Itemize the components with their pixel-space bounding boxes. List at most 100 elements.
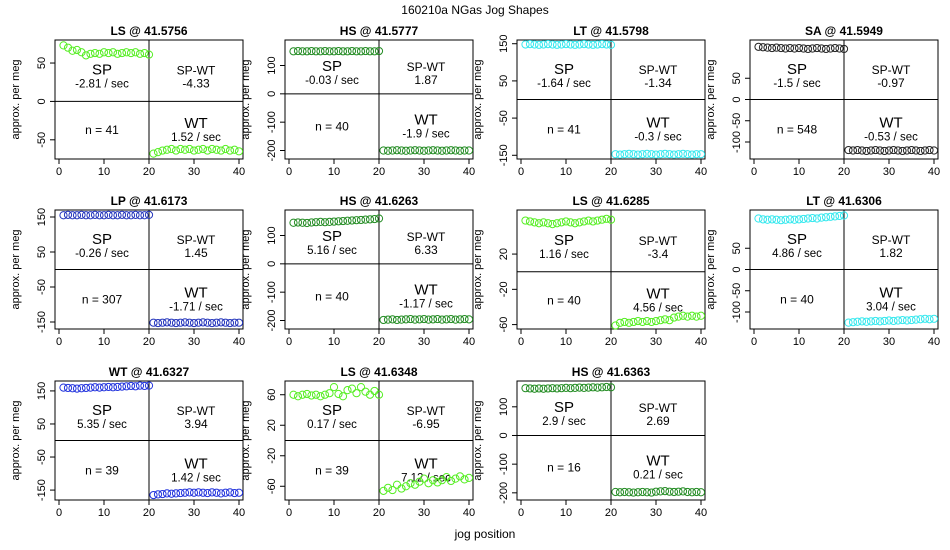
data-point — [611, 487, 620, 497]
data-point — [889, 316, 898, 326]
y-tick-label: 150 — [36, 382, 48, 400]
x-tick-label: 20 — [143, 507, 155, 519]
data-point — [575, 383, 584, 392]
y-axis-label: approx. per meg — [240, 229, 252, 309]
n-count: n = 548 — [777, 122, 818, 136]
data-point — [113, 49, 122, 58]
x-tick-label: 10 — [560, 166, 572, 178]
data-point — [455, 146, 465, 155]
data-point — [539, 218, 548, 227]
data-point — [817, 213, 826, 222]
data-point — [629, 488, 638, 497]
x-tick-label: 10 — [98, 507, 110, 519]
data-point — [925, 145, 934, 155]
data-point — [790, 215, 799, 224]
wt-rate: 1.52 / sec — [171, 132, 221, 144]
sp-rate: 2.9 / sec — [542, 416, 586, 428]
data-point — [95, 49, 104, 58]
y-tick-label: -50 — [36, 449, 48, 465]
data-point — [167, 318, 176, 327]
data-point — [329, 217, 339, 226]
data-point — [212, 488, 221, 497]
data-point — [149, 149, 158, 158]
x-tick-label: 0 — [56, 336, 62, 348]
data-point — [902, 316, 912, 325]
data-point — [651, 487, 661, 496]
x-tick-label: 20 — [373, 336, 385, 348]
data-point — [638, 317, 647, 327]
data-point — [126, 48, 136, 58]
data-point — [230, 145, 239, 154]
data-point — [561, 217, 571, 226]
data-point — [234, 318, 244, 327]
n-count: n = 39 — [85, 463, 119, 477]
y-tick-label: -60 — [498, 317, 510, 333]
sp-label: SP — [322, 228, 342, 245]
data-point — [781, 44, 790, 53]
x-tick-label: 0 — [286, 166, 292, 178]
data-point — [543, 39, 553, 49]
data-point — [203, 488, 212, 498]
data-point — [548, 40, 557, 49]
data-point — [647, 317, 656, 327]
data-point — [674, 312, 683, 321]
data-point — [334, 389, 343, 399]
data-point — [916, 146, 925, 156]
data-point — [588, 40, 598, 49]
spwt-value: -1.34 — [644, 76, 672, 90]
data-point — [647, 150, 656, 159]
data-point — [104, 48, 113, 58]
data-point — [611, 321, 620, 330]
data-point — [597, 39, 607, 49]
data-point — [455, 315, 465, 324]
x-tick-label: 0 — [518, 336, 524, 348]
sp-label: SP — [322, 58, 342, 75]
data-point — [629, 150, 638, 159]
x-tick-label: 40 — [928, 166, 940, 178]
data-point — [419, 314, 429, 324]
sp-label: SP — [92, 402, 112, 419]
panel-title: HS @ 41.5777 — [340, 24, 419, 38]
data-point — [189, 318, 199, 328]
data-point — [329, 47, 339, 56]
data-point — [63, 210, 73, 219]
data-point — [437, 315, 447, 324]
y-tick-label: 50 — [731, 72, 743, 84]
x-tick-label: 20 — [373, 166, 385, 178]
data-point — [122, 48, 131, 57]
data-point — [122, 211, 131, 220]
sp-rate: 4.86 / sec — [772, 248, 822, 260]
data-point — [638, 150, 647, 159]
data-point — [392, 146, 402, 155]
data-point — [464, 473, 474, 482]
wt-label: WT — [414, 455, 437, 472]
data-point — [63, 383, 73, 393]
data-point — [593, 216, 602, 225]
data-point — [374, 214, 384, 223]
data-point — [198, 144, 208, 154]
data-point — [552, 40, 562, 49]
data-point — [530, 218, 539, 227]
data-point — [803, 44, 813, 54]
wt-rate: -1.17 / sec — [399, 298, 453, 310]
data-point — [683, 487, 692, 497]
y-tick-label: -200 — [266, 139, 278, 161]
data-point — [419, 146, 429, 155]
spwt-label: SP-WT — [872, 233, 911, 247]
x-tick-label: 40 — [695, 507, 707, 519]
spwt-label: SP-WT — [177, 404, 216, 418]
data-point — [81, 51, 91, 60]
data-point — [830, 212, 840, 221]
panel-1: LS @ 41.5756 approx. per meg -50 0 50 0 10 20 30… — [10, 24, 245, 178]
data-point — [543, 384, 553, 393]
spwt-value: -4.33 — [182, 77, 210, 91]
data-point — [397, 146, 406, 155]
sp-rate: -0.03 / sec — [305, 75, 359, 87]
data-point — [131, 210, 140, 219]
data-point — [171, 318, 181, 328]
data-point — [812, 43, 822, 53]
data-point — [361, 46, 370, 56]
data-point — [167, 489, 176, 498]
wt-rate: -1.9 / sec — [402, 128, 450, 140]
data-point — [633, 316, 643, 326]
